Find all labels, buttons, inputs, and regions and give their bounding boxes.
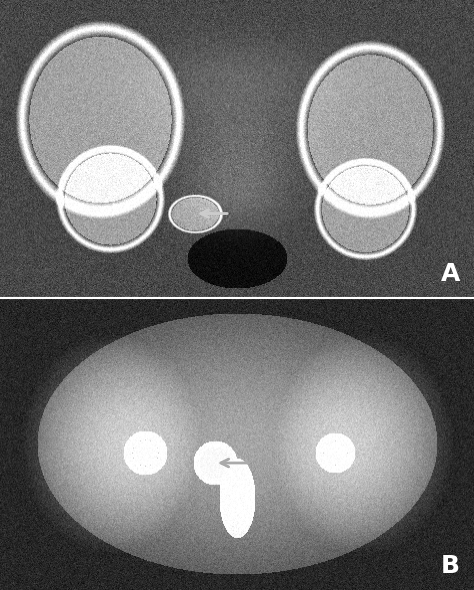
Text: B: B bbox=[441, 555, 460, 578]
Text: A: A bbox=[440, 262, 460, 286]
